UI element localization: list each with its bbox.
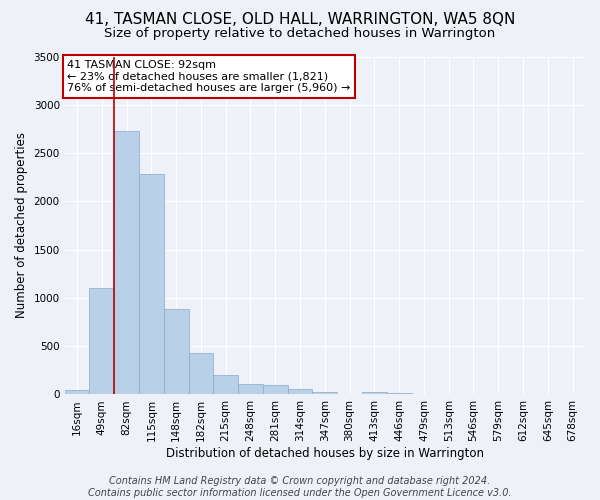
Bar — [164, 310, 188, 394]
Bar — [89, 288, 114, 395]
Bar — [387, 392, 412, 394]
Bar — [114, 131, 139, 394]
Text: Contains HM Land Registry data © Crown copyright and database right 2024.
Contai: Contains HM Land Registry data © Crown c… — [88, 476, 512, 498]
Bar — [313, 392, 337, 394]
Text: 41, TASMAN CLOSE, OLD HALL, WARRINGTON, WA5 8QN: 41, TASMAN CLOSE, OLD HALL, WARRINGTON, … — [85, 12, 515, 28]
Bar — [362, 392, 387, 394]
Y-axis label: Number of detached properties: Number of detached properties — [15, 132, 28, 318]
Text: 41 TASMAN CLOSE: 92sqm
← 23% of detached houses are smaller (1,821)
76% of semi-: 41 TASMAN CLOSE: 92sqm ← 23% of detached… — [67, 60, 350, 93]
Bar — [214, 375, 238, 394]
Bar — [188, 353, 214, 395]
Bar — [139, 174, 164, 394]
Bar — [287, 389, 313, 394]
Bar — [238, 384, 263, 394]
Bar — [263, 385, 287, 394]
Text: Size of property relative to detached houses in Warrington: Size of property relative to detached ho… — [104, 28, 496, 40]
X-axis label: Distribution of detached houses by size in Warrington: Distribution of detached houses by size … — [166, 447, 484, 460]
Bar — [65, 390, 89, 394]
